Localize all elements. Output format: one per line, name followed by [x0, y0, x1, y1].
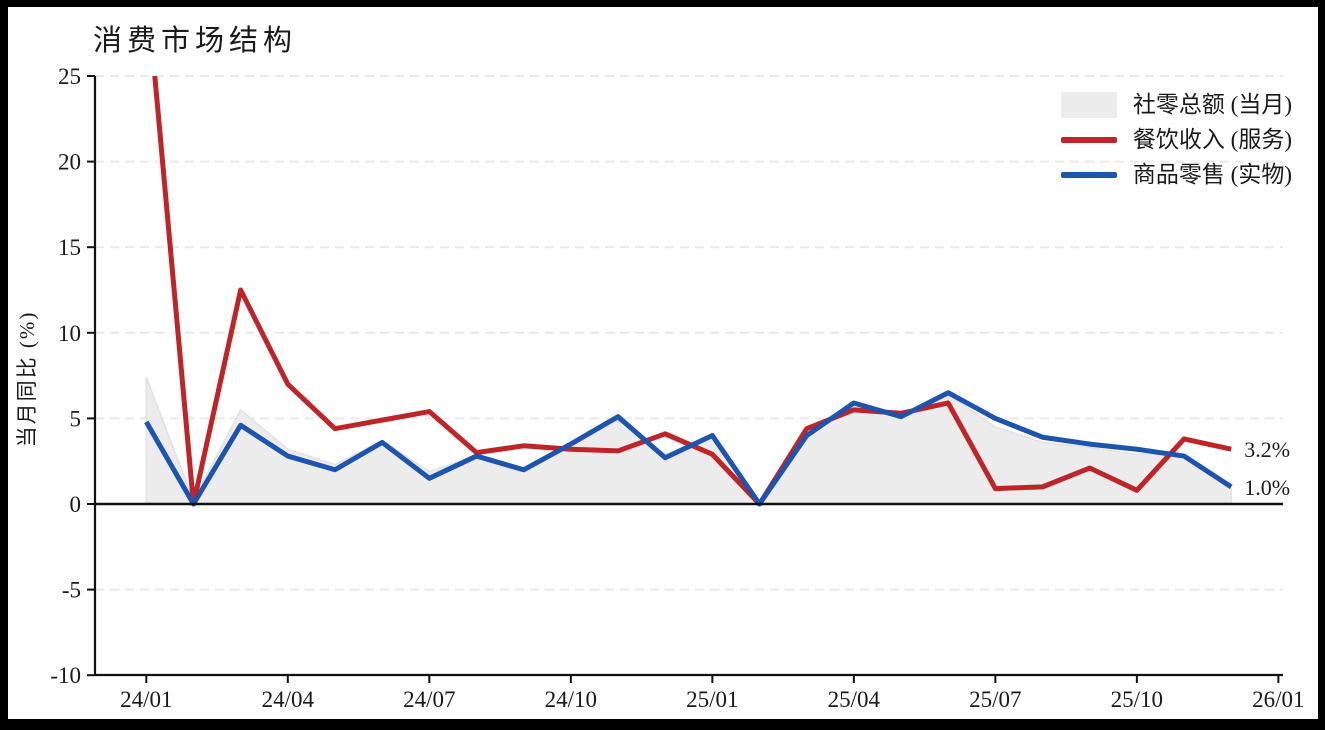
y-tick-label--10: -10	[50, 663, 81, 688]
y-tick-label--5: -5	[62, 578, 81, 603]
x-tick-label-25/07: 25/07	[969, 687, 1021, 712]
y-tick-label-10: 10	[58, 321, 81, 346]
y-tick-label-20: 20	[58, 150, 81, 175]
series-line-goods	[144, 390, 1233, 507]
legend-item-restaurant: 餐饮收入 (服务)	[1060, 126, 1292, 153]
x-tick-label-25/10: 25/10	[1111, 687, 1163, 712]
end-label-restaurant: 3.2%	[1244, 437, 1290, 462]
x-tick-label-24/04: 24/04	[262, 687, 315, 712]
y-tick-label-5: 5	[70, 406, 82, 431]
area-swatch-icon	[1060, 91, 1117, 118]
series-line-restaurant	[152, 76, 1232, 507]
y-tick-label-15: 15	[58, 235, 81, 260]
legend-label-restaurant: 餐饮收入 (服务)	[1132, 127, 1292, 152]
legend-item-total: 社零总额 (当月)	[1060, 91, 1292, 118]
x-tick-label-25/04: 25/04	[828, 687, 881, 712]
chart-title: 消费市场结构	[93, 25, 298, 57]
legend-label-total: 社零总额 (当月)	[1132, 92, 1292, 117]
legend: 社零总额 (当月) 餐饮收入 (服务) 商品零售 (实物)	[1060, 91, 1292, 188]
x-tick-label-25/01: 25/01	[686, 687, 738, 712]
plot-svg: 25 20 15 10 5 0 -5 -10 24/01 24/04 24/07 24/10 25/01…	[15, 64, 1305, 712]
x-tick-label-24/10: 24/10	[545, 687, 597, 712]
legend-label-goods: 商品零售 (实物)	[1132, 162, 1292, 187]
x-tick-label-24/07: 24/07	[403, 687, 455, 712]
end-label-goods: 1.0%	[1244, 475, 1290, 500]
red-line-swatch-icon	[1060, 136, 1117, 143]
y-axis-label: 当月同比 (%)	[15, 311, 39, 448]
x-tick-label-24/01: 24/01	[120, 687, 172, 712]
chart-canvas: 消费市场结构 25 20 15 10 5 0 -5 -10 24/01 24/04 24/07 24/…	[8, 7, 1318, 719]
y-tick-label-25: 25	[58, 64, 81, 89]
x-tick-label-26/01: 26/01	[1252, 687, 1304, 712]
blue-line-swatch-icon	[1060, 171, 1117, 178]
legend-item-goods: 商品零售 (实物)	[1060, 161, 1292, 188]
y-tick-label-0: 0	[70, 492, 82, 517]
